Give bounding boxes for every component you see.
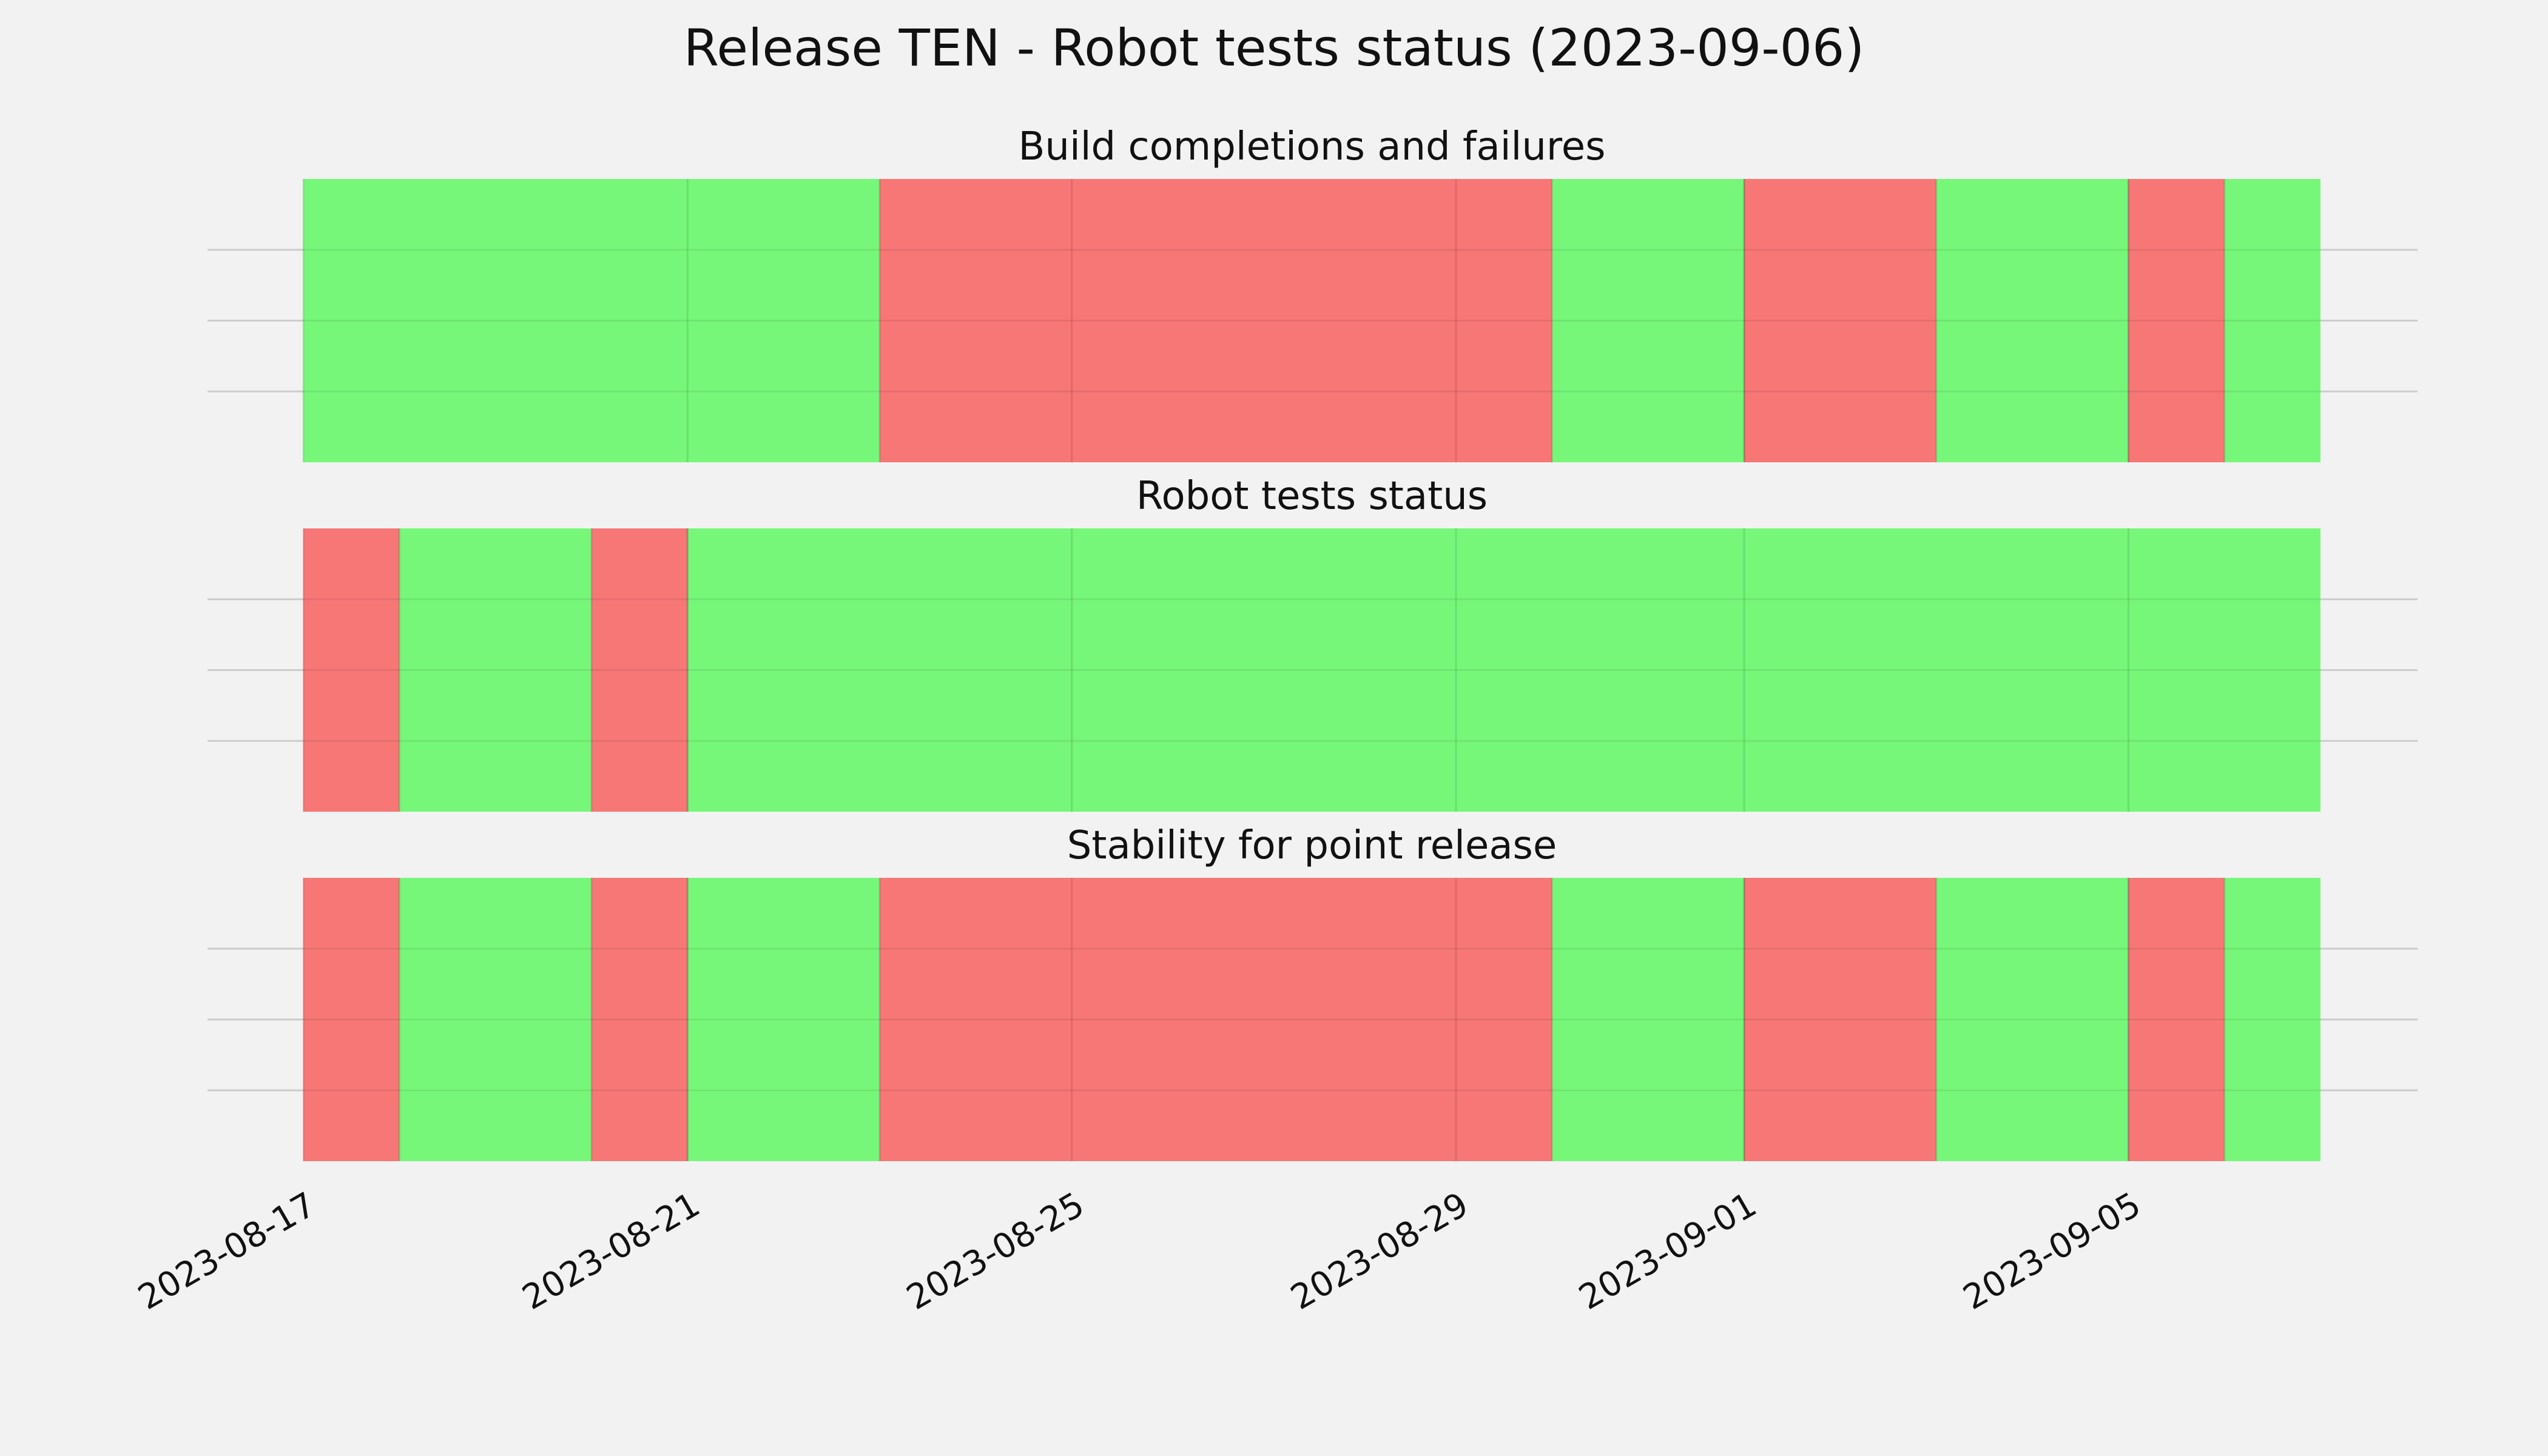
panel-2: Robot tests status (207, 474, 2418, 812)
x-axis: 2023-08-17 2023-08-21 2023-08-25 2023-08-29… (132, 1185, 2148, 1318)
x-tick-label: 2023-09-01 (1572, 1185, 1763, 1318)
segment-fail (592, 878, 688, 1161)
segment-pass (2224, 878, 2320, 1161)
segment-fail (2128, 179, 2225, 462)
segment-pass (399, 878, 592, 1161)
segment-fail (1744, 878, 1936, 1161)
segment-fail (303, 878, 400, 1161)
segment-pass (303, 179, 880, 462)
segment-pass (687, 528, 2320, 812)
segment-pass (1936, 179, 2129, 462)
segment-pass (2224, 179, 2320, 462)
x-tick-label: 2023-09-05 (1956, 1185, 2147, 1318)
panel-3: Stability for point release (207, 823, 2418, 1161)
segment-fail (592, 528, 688, 812)
panel-title: Robot tests status (1136, 474, 1488, 519)
segment-fail (1744, 179, 1936, 462)
panels: Build completions and failures Robot test… (207, 124, 2418, 1161)
segment-pass (1936, 878, 2129, 1161)
panel-title: Build completions and failures (1019, 124, 1606, 169)
segment-fail (880, 878, 1552, 1161)
segment-pass (1552, 179, 1744, 462)
segment-fail (303, 528, 400, 812)
x-tick-label: 2023-08-21 (516, 1185, 706, 1318)
x-tick-label: 2023-08-25 (900, 1185, 1091, 1318)
segment-fail (2128, 878, 2225, 1161)
x-tick-label: 2023-08-29 (1284, 1185, 1475, 1318)
panel-1: Build completions and failures (207, 124, 2418, 462)
x-tick-label: 2023-08-17 (132, 1185, 322, 1318)
segment-pass (687, 878, 880, 1161)
figure-title: Release TEN - Robot tests status (2023-0… (684, 18, 1864, 78)
segment-pass (1552, 878, 1744, 1161)
panel-title: Stability for point release (1067, 823, 1557, 868)
segment-pass (399, 528, 592, 812)
segment-fail (880, 179, 1552, 462)
